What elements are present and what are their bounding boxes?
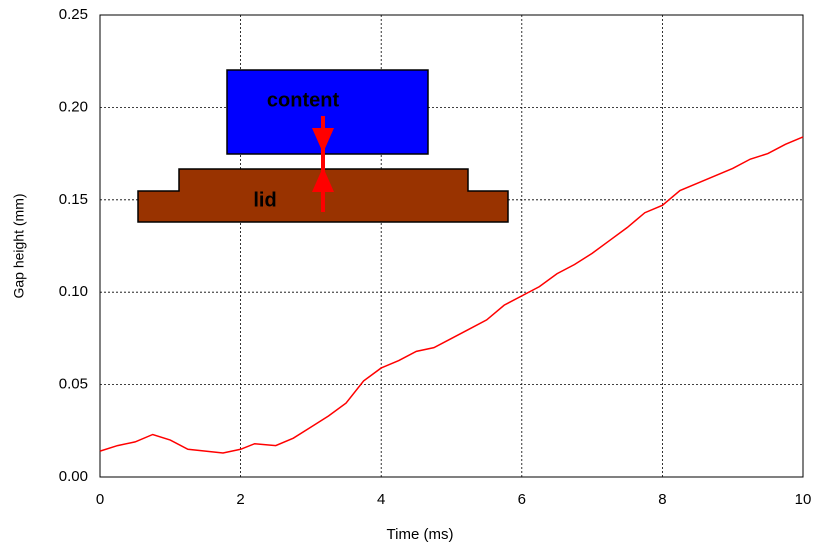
y-tick-label: 0.15 bbox=[59, 191, 88, 208]
x-tick-label: 8 bbox=[658, 491, 666, 508]
x-tick-label: 10 bbox=[795, 491, 812, 508]
chart: content lid Time (ms) Gap height (mm) 0.… bbox=[0, 0, 815, 546]
y-tick-label: 0.10 bbox=[59, 283, 88, 300]
y-tick-label: 0.20 bbox=[59, 98, 88, 115]
x-tick-label: 0 bbox=[96, 491, 104, 508]
x-tick-label: 2 bbox=[236, 491, 244, 508]
y-tick-label: 0.05 bbox=[59, 376, 88, 393]
x-tick-label: 4 bbox=[377, 491, 385, 508]
x-tick-label: 6 bbox=[518, 491, 526, 508]
y-axis-label: Gap height (mm) bbox=[11, 193, 27, 298]
x-axis-label: Time (ms) bbox=[387, 526, 454, 543]
y-tick-label: 0.00 bbox=[59, 468, 88, 485]
lid-label: lid bbox=[253, 189, 276, 211]
content-label: content bbox=[267, 89, 340, 111]
y-tick-label: 0.25 bbox=[59, 6, 88, 23]
inset-diagram: content lid bbox=[138, 70, 508, 222]
plot-frame bbox=[100, 15, 803, 477]
